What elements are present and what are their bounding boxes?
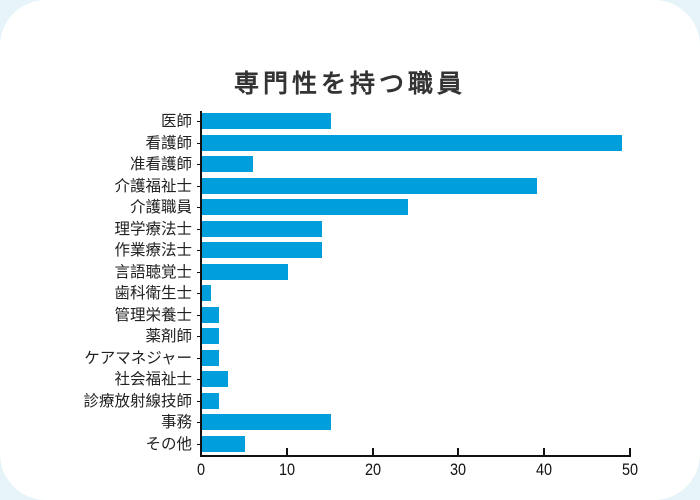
category-label: 看護師 [145,133,192,152]
bar [202,113,331,129]
y-tick [197,357,201,359]
chart-title: 専門性を持つ職員 [233,69,466,98]
category-label: 事務 [160,413,192,431]
y-axis [200,111,202,456]
category-label: 診療放射線技師 [83,391,192,410]
bar [202,220,323,237]
y-tick [197,379,201,380]
x-tick-label: 20 [364,460,381,479]
category-label: 管理栄養士 [114,305,192,324]
x-axis [200,455,631,457]
category-label: ケアマネジャー [84,348,192,367]
category-label: 歯科衛生士 [114,284,192,302]
y-tick [197,271,201,273]
y-tick [197,400,201,402]
x-tick-label: 10 [278,460,295,479]
category-label: その他 [145,434,192,453]
category-label: 介護福祉士 [114,176,192,195]
y-tick [197,121,201,122]
bar [202,242,323,258]
y-tick [197,443,201,445]
category-label: 医師 [160,112,192,130]
bar [202,134,623,151]
category-label: 社会福祉士 [114,370,192,388]
x-tick-label: 0 [196,460,206,479]
x-tick [457,448,460,456]
y-tick [197,314,201,316]
bar [202,177,537,194]
y-tick [197,336,201,337]
category-label: 作業療法士 [114,241,192,259]
bar [202,371,228,387]
y-tick [197,250,201,251]
x-tick [629,448,631,456]
bar [202,435,245,452]
x-tick [371,448,374,456]
category-label: 介護職員 [129,198,192,216]
bar [202,414,331,430]
x-tick-label: 40 [536,460,553,479]
bar [202,156,254,172]
category-label: 准看護師 [129,155,192,173]
bar [202,349,220,366]
y-tick [197,293,201,294]
x-tick-label: 50 [621,460,639,479]
bar [202,306,220,323]
bar [202,199,408,215]
x-tick [543,448,546,456]
y-tick [197,185,201,187]
x-tick [285,448,288,456]
category-label: 薬剤師 [145,327,192,345]
y-tick [197,422,201,423]
y-tick [197,142,201,144]
category-label: 言語聴覚士 [114,262,192,281]
category-label: 理学療法士 [114,219,192,238]
y-tick [197,228,201,230]
y-tick [197,207,201,208]
y-tick [197,164,201,165]
bar [202,263,288,280]
bar [202,285,211,301]
x-tick-label: 30 [450,460,467,479]
bar [202,392,220,409]
bar [202,328,220,344]
